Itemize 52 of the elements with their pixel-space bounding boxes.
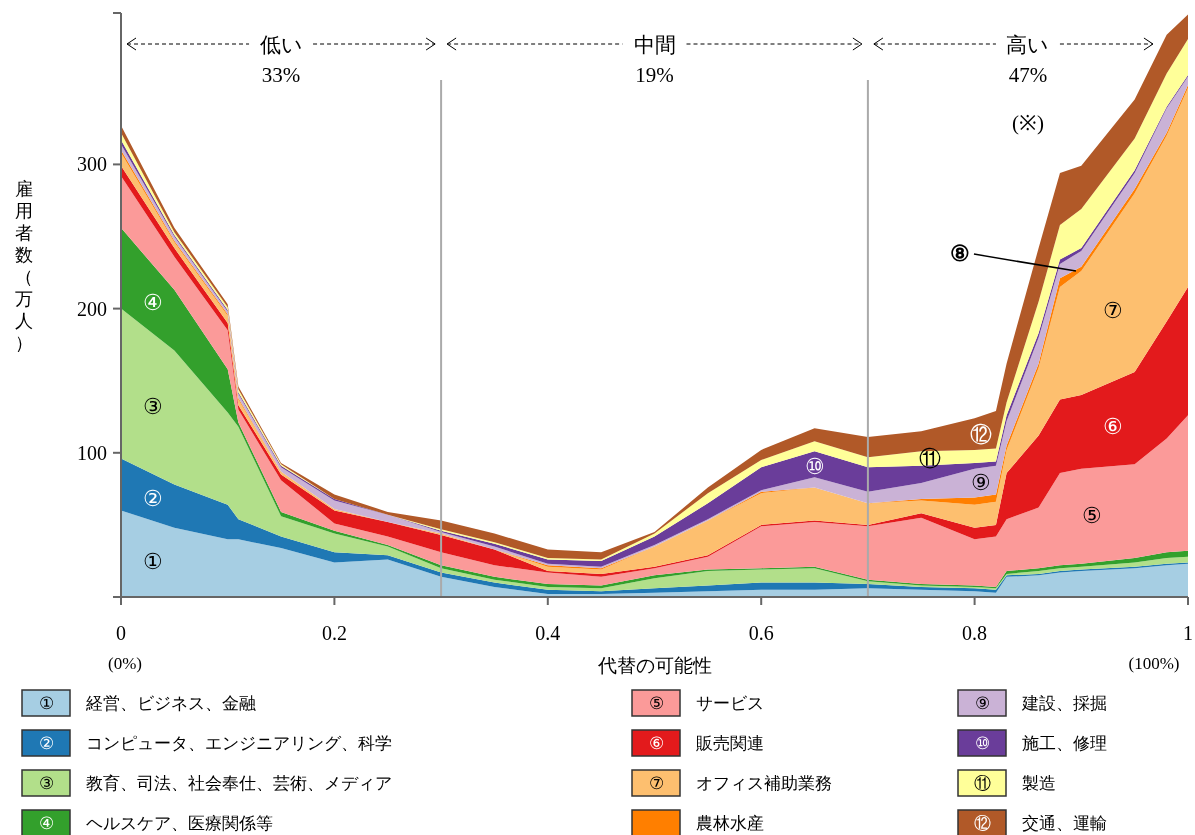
text: ⑫ xyxy=(973,813,991,833)
text: ⑨ xyxy=(974,693,990,713)
annotation: ⑫ xyxy=(970,422,992,448)
text: (100%) xyxy=(1128,654,1180,673)
text: ⑦ xyxy=(648,773,664,793)
text: ⑤ xyxy=(648,693,664,713)
annotation: 高い 47% xyxy=(1006,33,1050,87)
y-tick-label: 100 xyxy=(77,441,107,464)
text: (0%) xyxy=(108,654,142,673)
y-tick-label: 300 xyxy=(77,153,107,176)
x-tick-label: 0.4 xyxy=(535,622,561,644)
annotation: (※) xyxy=(1011,111,1044,135)
annotation: ② xyxy=(143,486,164,512)
legend-label: コンピュータ、エンジニアリング、科学 xyxy=(86,733,392,753)
legend-label: ヘルスケア、医療関係等 xyxy=(86,813,273,833)
legend-label: 建設、採掘 xyxy=(1021,693,1107,713)
legend-label: 交通、運輸 xyxy=(1022,813,1107,833)
text: ② xyxy=(38,733,54,753)
text: ① xyxy=(38,693,54,713)
annotation: ⑩ xyxy=(804,454,825,480)
legend-label: 教育、司法、社会奉仕、芸術、メディア xyxy=(86,773,392,793)
legend-label: サービス xyxy=(696,693,764,713)
x-tick-label: 0 xyxy=(116,622,126,644)
y-axis-title: 雇用者数（万人） xyxy=(15,179,33,353)
text: ③ xyxy=(38,773,54,793)
annotation: ⑨ xyxy=(971,470,991,496)
annotation: 中間 19% xyxy=(633,33,676,87)
x-tick-label: 0.6 xyxy=(748,622,774,644)
annotation: 低い 33% xyxy=(259,33,303,87)
annotation: ⑧ xyxy=(949,240,970,266)
annotation: ③ xyxy=(143,393,164,419)
text: ⑪ xyxy=(973,773,991,793)
legend-label: 製造 xyxy=(1022,773,1056,793)
legend-label: オフィス補助業務 xyxy=(696,773,832,793)
legend-label: 農林水産 xyxy=(696,813,764,833)
annotation: ⑪ xyxy=(918,445,941,471)
legend-label: 経営、ビジネス、金融 xyxy=(85,693,256,713)
annotation: ⑦ xyxy=(1103,298,1124,324)
text: ⑥ xyxy=(648,733,664,753)
legend-label: 販売関連 xyxy=(696,733,764,753)
annotation: ④ xyxy=(143,289,164,315)
text: ④ xyxy=(38,813,54,833)
legend-label: 施工、修理 xyxy=(1022,733,1107,753)
x-tick-label: 0.2 xyxy=(321,622,347,644)
annotation: ⑤ xyxy=(1081,503,1102,528)
text: ⑩ xyxy=(974,733,990,753)
x-tick-label: 0.8 xyxy=(962,622,988,644)
annotation: ① xyxy=(143,549,164,575)
x-axis-title: 代替の可能性 xyxy=(596,655,712,676)
y-tick-label: 200 xyxy=(77,297,107,320)
annotation: ⑥ xyxy=(1103,414,1124,439)
x-tick-label: 1 xyxy=(1183,622,1193,644)
